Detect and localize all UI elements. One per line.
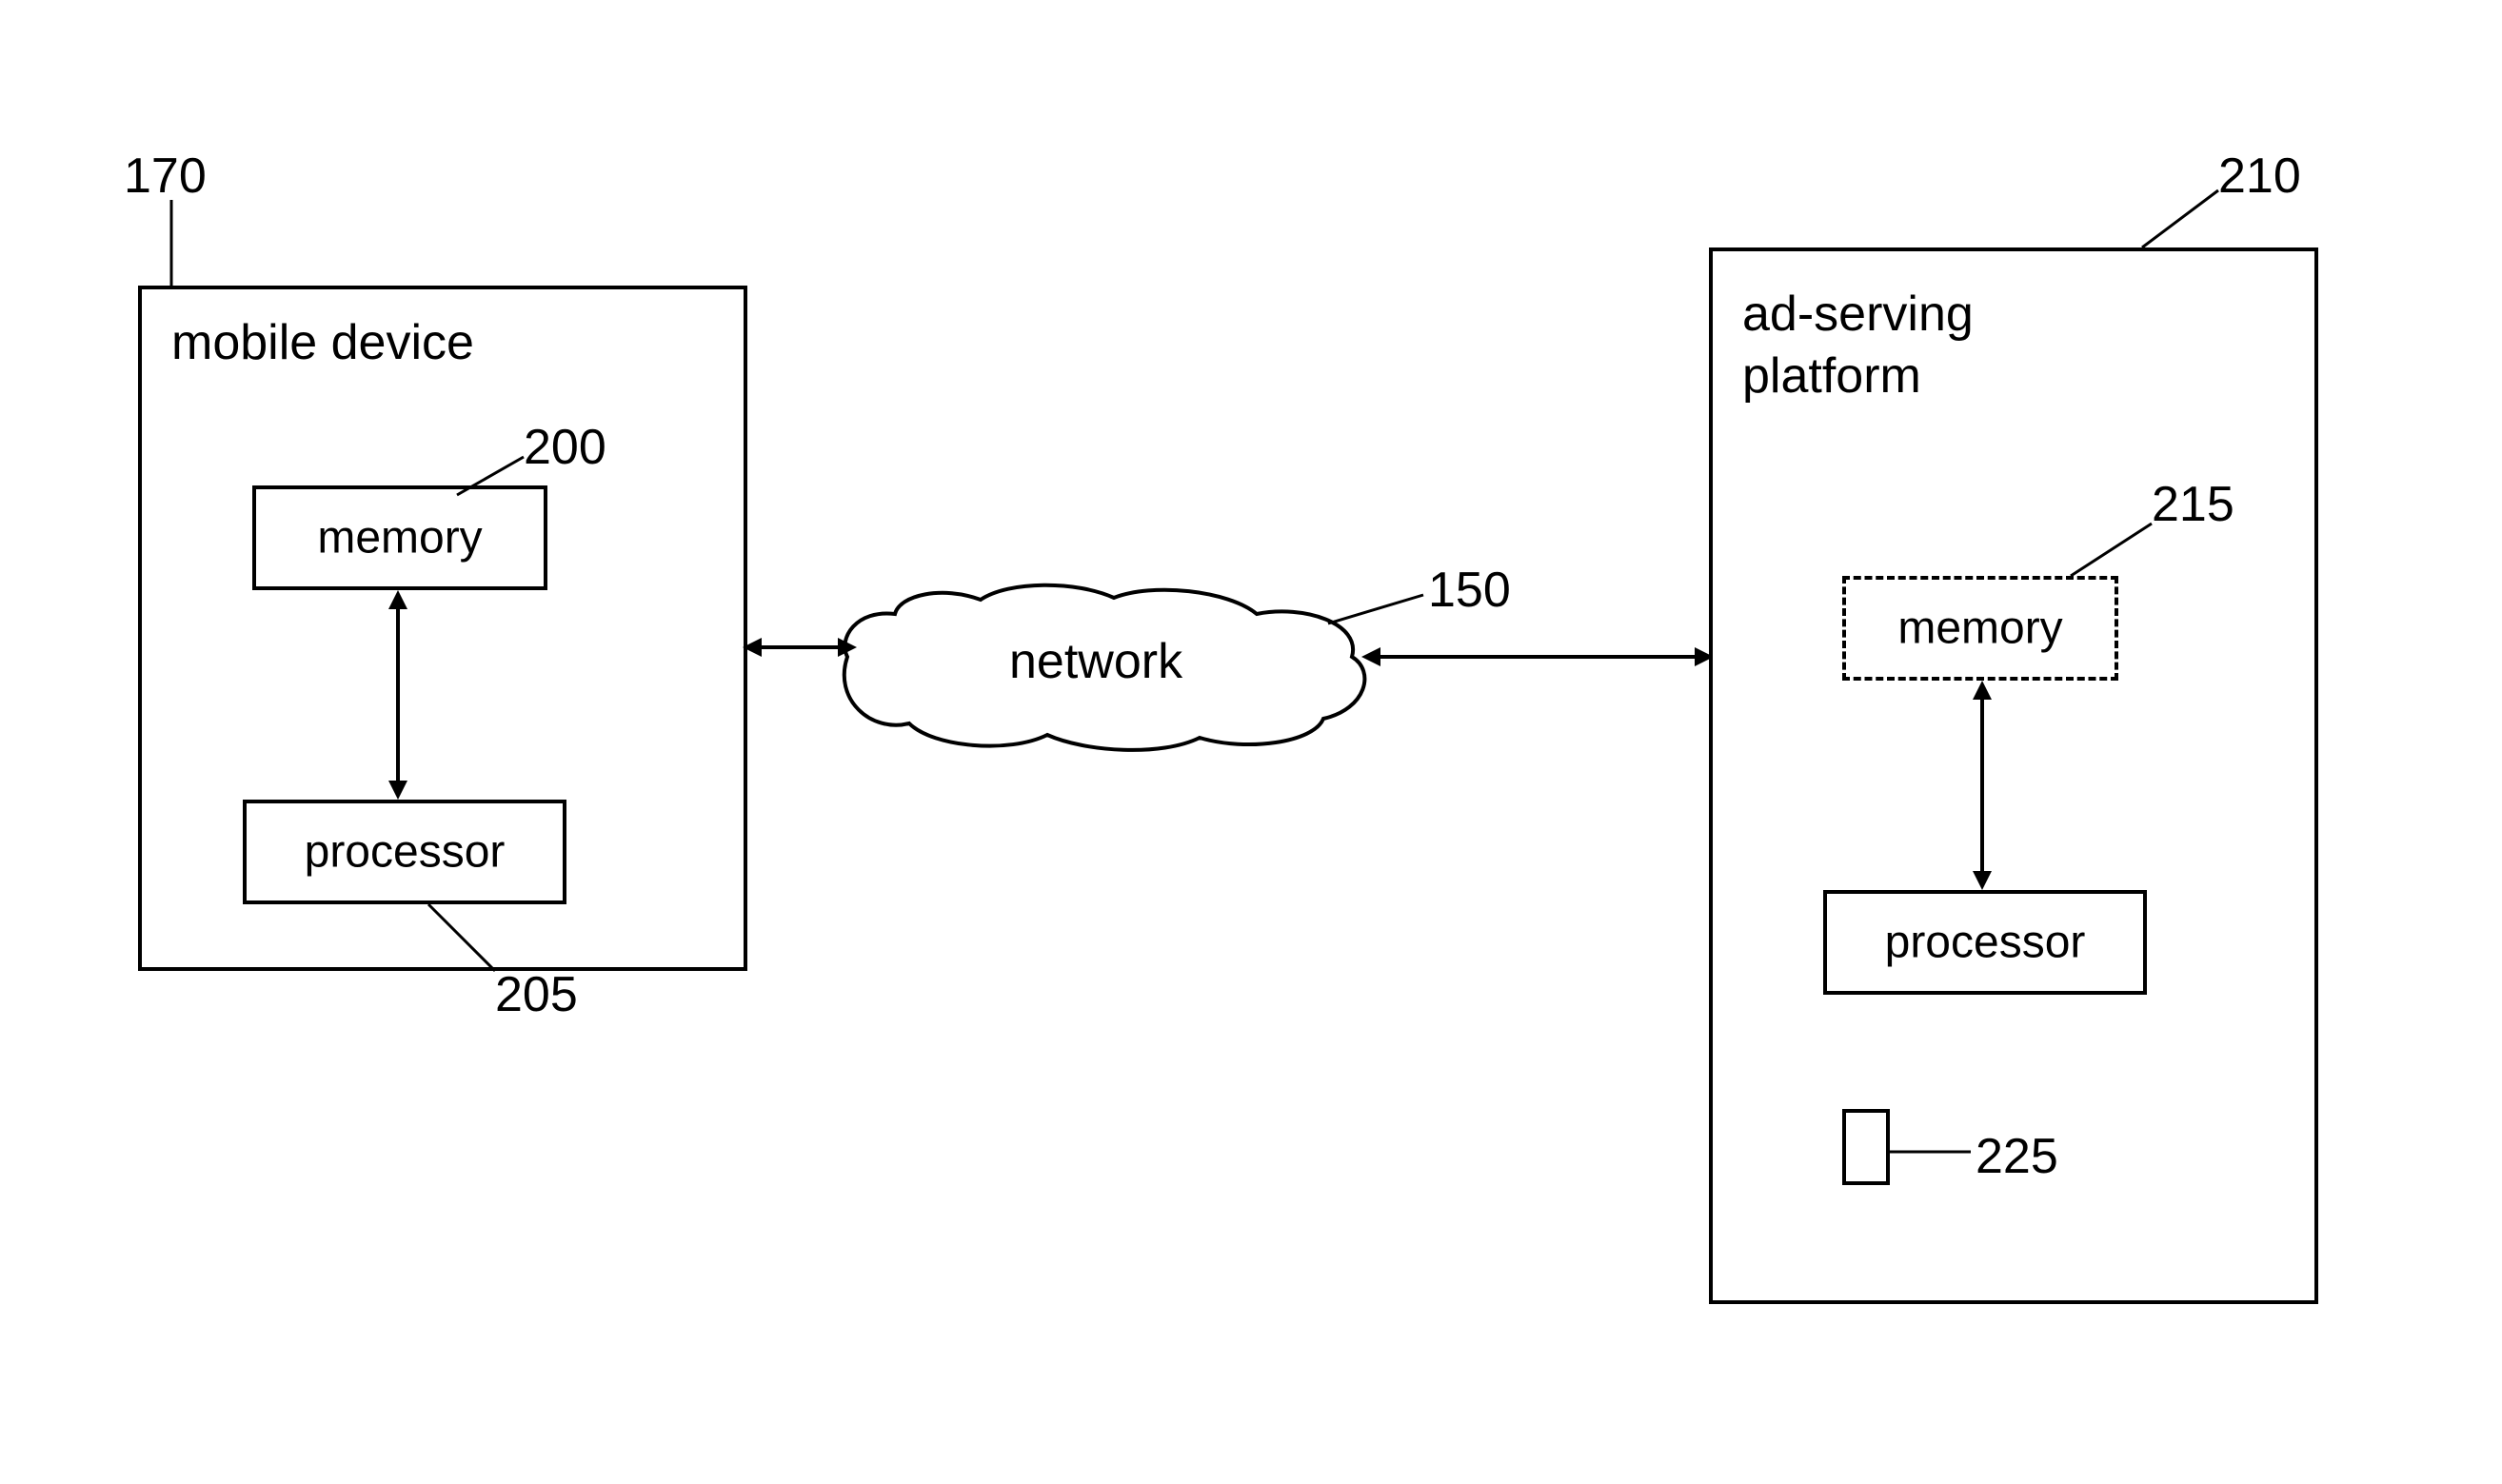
ad-serving-label-2: platform [1742, 347, 1921, 405]
ref-200: 200 [524, 419, 606, 476]
leader-150 [1328, 590, 1433, 628]
arrow-mobile-network [743, 628, 857, 666]
leader-205 [428, 904, 505, 980]
mobile-processor-box: processor [243, 800, 566, 904]
adserv-processor-box: processor [1823, 890, 2147, 995]
ad-serving-label-1: ad-serving [1742, 286, 1974, 343]
ref-225: 225 [1976, 1128, 2058, 1185]
arrow-adserv-mem-proc [1963, 681, 2001, 890]
network-label: network [1009, 633, 1182, 690]
ref-215: 215 [2152, 476, 2234, 533]
adserv-memory-label: memory [1846, 603, 2115, 655]
arrow-mobile-mem-proc [381, 590, 419, 800]
ref-170: 170 [124, 148, 207, 205]
ref-210: 210 [2218, 148, 2301, 205]
mobile-memory-label: memory [256, 512, 544, 564]
mobile-memory-box: memory [252, 485, 547, 590]
leader-170 [167, 200, 176, 286]
leader-215 [2071, 519, 2161, 581]
adserv-processor-label: processor [1827, 917, 2143, 969]
mobile-processor-label: processor [247, 826, 563, 879]
leader-200 [457, 447, 533, 495]
leader-225 [1890, 1147, 1971, 1157]
ref-150: 150 [1428, 562, 1511, 619]
ref-205: 205 [495, 966, 578, 1023]
mobile-device-label: mobile device [171, 314, 474, 371]
arrow-network-adserving [1361, 638, 1714, 676]
adserv-memory-box: memory [1842, 576, 2118, 681]
small-box-225 [1842, 1109, 1890, 1185]
block-diagram: 170 mobile device memory 200 processor 2… [0, 0, 2502, 1484]
leader-210 [2142, 186, 2228, 252]
